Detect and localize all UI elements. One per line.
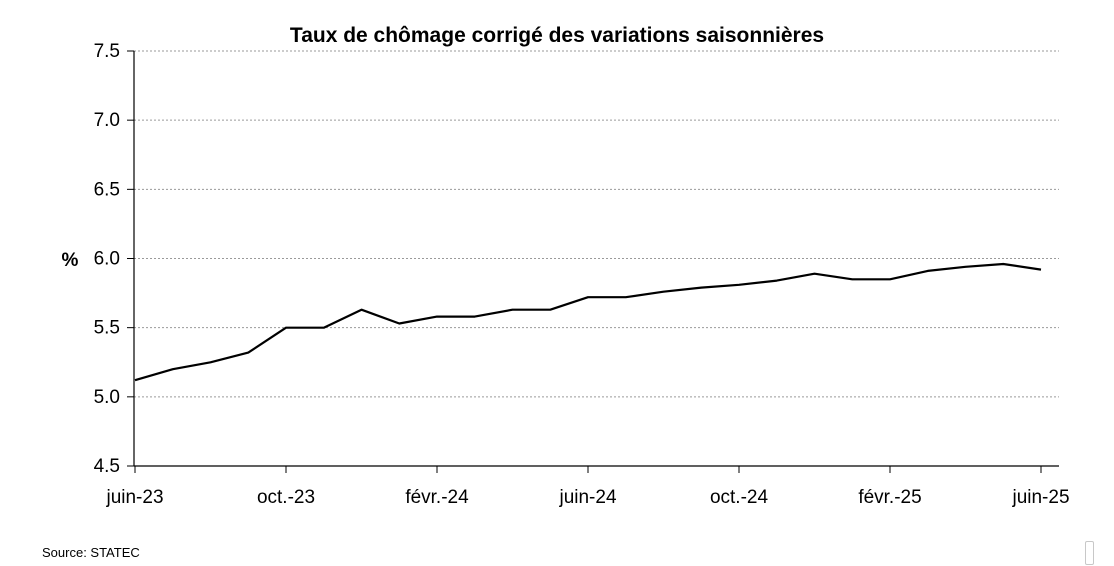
y-tick-label: 4.5 <box>94 456 120 477</box>
y-tick-labels: 4.5 5.0 5.5 6.0 6.5 7.0 7.5 <box>94 41 120 477</box>
line-chart: Taux de chômage corrigé des variations s… <box>62 24 1070 508</box>
y-tick-label: 7.0 <box>94 110 120 131</box>
y-tick-label: 6.0 <box>94 249 120 270</box>
y-tick-label: 5.5 <box>94 318 120 339</box>
x-tick-label: févr.-24 <box>405 487 469 508</box>
x-tick-label: juin-25 <box>1011 487 1069 508</box>
y-tick-label: 7.5 <box>94 41 120 62</box>
y-tick-label: 6.5 <box>94 179 120 200</box>
x-tick-labels: juin-23 oct.-23 févr.-24 juin-24 oct.-24 févr… <box>105 487 1069 508</box>
x-tick-label: oct.-24 <box>710 487 769 508</box>
axes <box>127 50 1059 473</box>
chart-title: Taux de chômage corrigé des variations s… <box>290 24 824 47</box>
x-tick-label: juin-24 <box>558 487 616 508</box>
series-line <box>134 262 1042 382</box>
corner-handle <box>1085 541 1094 565</box>
y-axis-label: % <box>62 250 79 271</box>
x-tick-label: févr.-25 <box>858 487 921 508</box>
source-note: Source: STATEC <box>42 545 140 560</box>
series-group <box>134 262 1042 382</box>
y-tick-label: 5.0 <box>94 387 120 408</box>
x-tick-label: oct.-23 <box>257 487 315 508</box>
grid-lines <box>134 50 1059 398</box>
x-tick-label: juin-23 <box>105 487 163 508</box>
